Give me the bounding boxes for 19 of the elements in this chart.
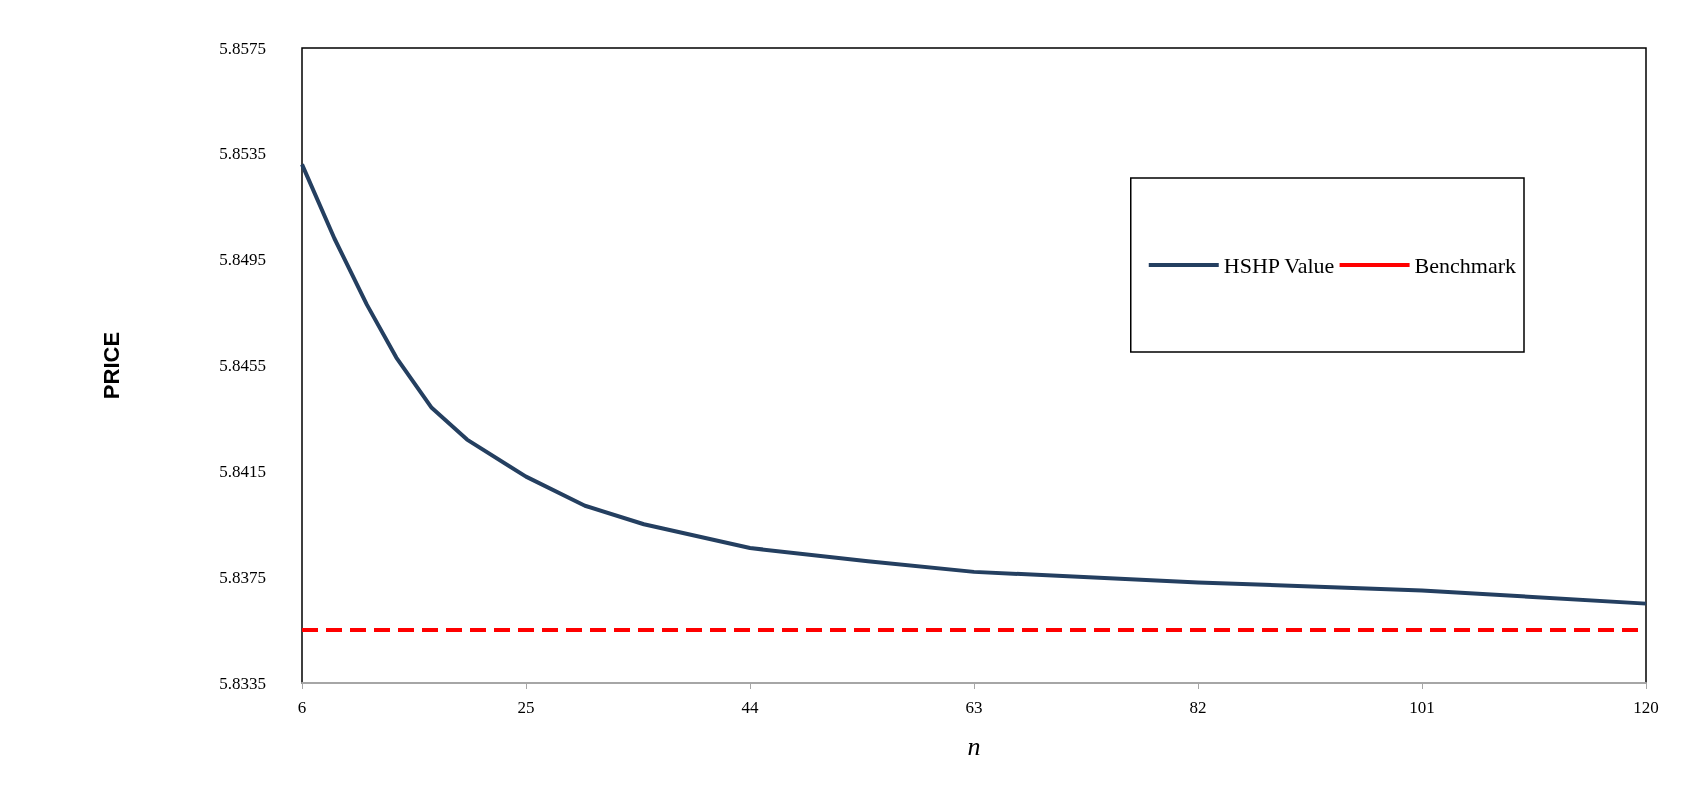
y-axis-title: PRICE	[98, 331, 124, 400]
legend-label: Benchmark	[1414, 252, 1516, 278]
x-tick-label: 6	[297, 698, 307, 717]
legend-label: HSHP Value	[1223, 252, 1335, 278]
y-tick-label: 5.8535	[219, 144, 266, 164]
x-tick-label: 120	[1633, 698, 1659, 717]
y-tick-label: 5.8415	[219, 461, 266, 481]
line-series	[300, 162, 1648, 606]
x-tick-label: 82	[1189, 698, 1207, 717]
x-tick-label: 101	[1409, 698, 1435, 717]
y-tick-label: 5.8375	[219, 567, 266, 587]
x-tick-label: 44	[741, 698, 759, 717]
y-tick-label: 5.8575	[219, 38, 266, 58]
x-axis-title: n	[967, 731, 981, 761]
x-tick-label: 63	[965, 698, 983, 717]
y-tick-label: 5.8335	[219, 673, 266, 693]
y-tick-label: 5.8495	[219, 250, 266, 270]
x-tick-label: 25	[517, 698, 535, 717]
y-tick-label: 5.8455	[219, 356, 266, 375]
